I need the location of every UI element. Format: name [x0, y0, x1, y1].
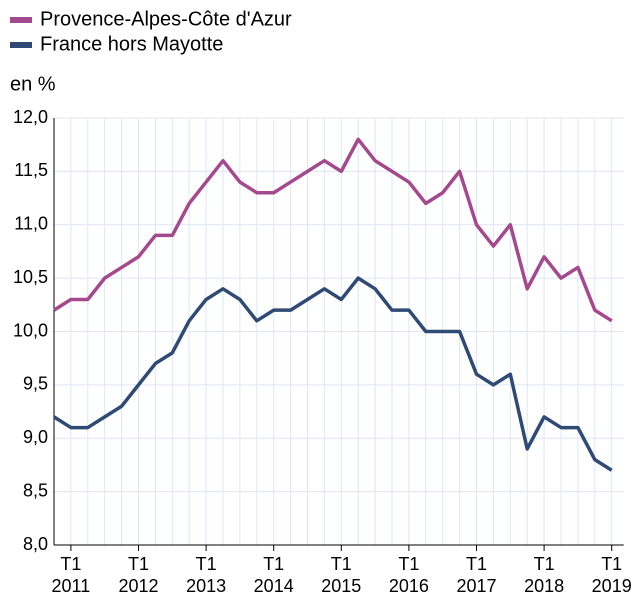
- x-tick-label: T1: [263, 554, 284, 574]
- x-group-label: 2019: [592, 576, 632, 596]
- y-axis-label: en %: [10, 73, 56, 95]
- legend-label: Provence-Alpes-Côte d'Azur: [40, 8, 292, 30]
- x-tick-label: T1: [398, 554, 419, 574]
- x-group-label: 2011: [52, 576, 91, 596]
- legend-swatch: [10, 42, 32, 48]
- x-group-label: 2017: [456, 576, 496, 596]
- y-tick-label: 10,5: [13, 267, 48, 287]
- y-tick-label: 8,5: [23, 480, 48, 500]
- y-tick-label: 9,0: [23, 427, 48, 447]
- x-tick-label: T1: [196, 554, 217, 574]
- x-tick-label: T1: [534, 554, 555, 574]
- x-tick-label: T1: [60, 554, 81, 574]
- x-group-label: 2014: [254, 576, 294, 596]
- x-tick-label: T1: [601, 554, 622, 574]
- x-tick-label: T1: [466, 554, 487, 574]
- y-tick-label: 8,0: [23, 534, 48, 554]
- x-tick-label: T1: [331, 554, 352, 574]
- y-tick-label: 11,5: [14, 160, 48, 180]
- legend-swatch: [10, 17, 32, 23]
- y-tick-label: 10,0: [13, 320, 48, 340]
- y-tick-label: 9,5: [23, 374, 48, 394]
- y-tick-label: 12,0: [13, 107, 48, 127]
- x-group-label: 2012: [118, 576, 158, 596]
- series-line: [53, 137, 613, 323]
- series-line: [53, 276, 613, 472]
- x-group-label: 2016: [389, 576, 429, 596]
- x-group-label: 2015: [321, 576, 361, 596]
- x-group-label: 2018: [524, 576, 564, 596]
- legend-label: France hors Mayotte: [40, 33, 223, 55]
- x-group-label: 2013: [186, 576, 226, 596]
- x-tick-label: T1: [128, 554, 149, 574]
- y-tick-label: 11,0: [14, 214, 48, 234]
